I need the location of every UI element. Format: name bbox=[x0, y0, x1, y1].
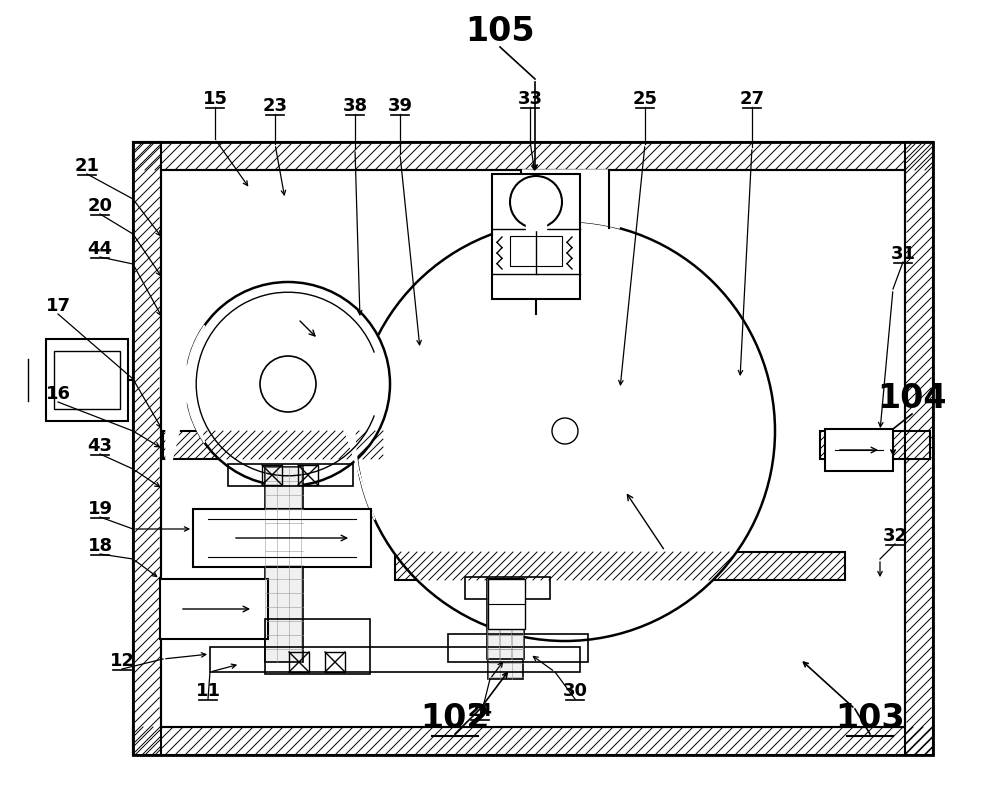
Polygon shape bbox=[825, 430, 893, 471]
Polygon shape bbox=[345, 343, 375, 520]
Text: 44: 44 bbox=[88, 240, 113, 258]
Polygon shape bbox=[166, 283, 204, 487]
Text: 25: 25 bbox=[633, 90, 658, 108]
Circle shape bbox=[186, 283, 390, 487]
Text: 16: 16 bbox=[46, 385, 71, 402]
Polygon shape bbox=[492, 175, 580, 300]
Text: 38: 38 bbox=[342, 97, 368, 115]
Text: 104: 104 bbox=[877, 381, 947, 414]
Polygon shape bbox=[905, 143, 933, 755]
Text: 43: 43 bbox=[88, 437, 113, 454]
Text: 23: 23 bbox=[263, 97, 288, 115]
Polygon shape bbox=[265, 467, 303, 662]
Polygon shape bbox=[133, 143, 161, 755]
Text: 18: 18 bbox=[87, 536, 113, 554]
Text: 105: 105 bbox=[465, 15, 535, 48]
Text: 31: 31 bbox=[891, 245, 916, 263]
Text: 21: 21 bbox=[75, 157, 100, 175]
Polygon shape bbox=[511, 171, 619, 229]
Polygon shape bbox=[526, 208, 546, 230]
Text: 19: 19 bbox=[88, 499, 113, 517]
Text: 103: 103 bbox=[835, 701, 905, 734]
Circle shape bbox=[260, 357, 316, 413]
Polygon shape bbox=[395, 552, 845, 581]
Polygon shape bbox=[487, 579, 524, 659]
Text: 27: 27 bbox=[740, 90, 765, 108]
Polygon shape bbox=[133, 727, 933, 755]
Text: 39: 39 bbox=[388, 97, 413, 115]
Text: 20: 20 bbox=[88, 197, 113, 214]
Polygon shape bbox=[163, 431, 383, 459]
Polygon shape bbox=[488, 579, 525, 630]
Polygon shape bbox=[46, 340, 128, 422]
Polygon shape bbox=[133, 143, 933, 171]
Circle shape bbox=[355, 222, 775, 642]
Polygon shape bbox=[820, 431, 930, 459]
Text: 102: 102 bbox=[420, 701, 490, 734]
Text: 24: 24 bbox=[468, 701, 493, 719]
Text: 30: 30 bbox=[562, 681, 588, 699]
Polygon shape bbox=[160, 579, 268, 639]
Text: 11: 11 bbox=[196, 681, 221, 699]
Text: 32: 32 bbox=[883, 526, 908, 544]
Text: 17: 17 bbox=[46, 296, 71, 315]
Circle shape bbox=[552, 418, 578, 444]
Polygon shape bbox=[193, 509, 371, 567]
Polygon shape bbox=[488, 579, 523, 679]
Text: 33: 33 bbox=[518, 90, 542, 108]
Text: 12: 12 bbox=[110, 651, 135, 669]
Text: 15: 15 bbox=[203, 90, 228, 108]
